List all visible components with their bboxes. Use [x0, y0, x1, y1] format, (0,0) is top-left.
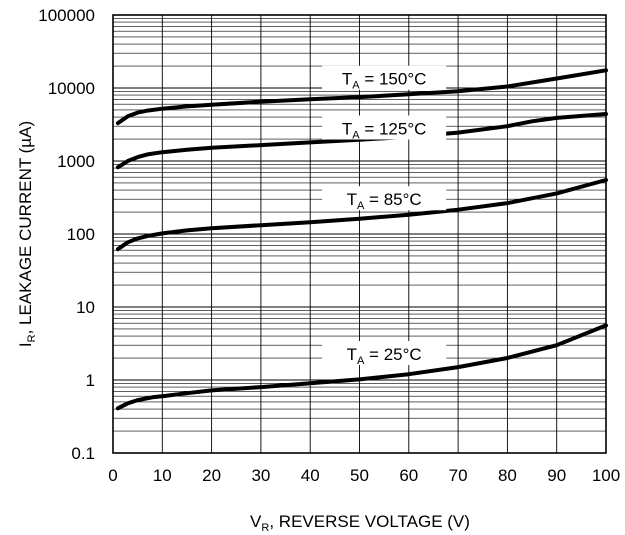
y-tick-label: 1: [86, 371, 95, 390]
y-tick-label: 100: [67, 225, 95, 244]
x-tick-label: 60: [399, 466, 418, 485]
y-tick-label: 0.1: [71, 444, 95, 463]
y-tick-label: 100000: [38, 6, 95, 25]
data-curves: [115, 68, 608, 411]
x-tick-label: 20: [202, 466, 221, 485]
curve-label: TA = 85°C: [347, 190, 422, 212]
x-tick-label: 40: [301, 466, 320, 485]
plot-frame: [112, 14, 607, 454]
x-tick-label: 90: [547, 466, 566, 485]
y-tick-labels: 0.1 1 10 100 1000 10000 100000: [38, 6, 95, 463]
x-tick-label: 50: [350, 466, 369, 485]
curve-label-background: [322, 115, 447, 140]
x-tick-label: 70: [449, 466, 468, 485]
y-tick-label: 1000: [57, 152, 95, 171]
y-tick-label: 10000: [48, 79, 95, 98]
x-axis-title: VR, REVERSE VOLTAGE (V): [250, 512, 470, 534]
series-curve-0: [115, 68, 608, 126]
x-tick-label: 100: [592, 466, 620, 485]
curve-label-background: [322, 186, 447, 211]
curve-label-background: [322, 65, 447, 90]
series-curve-2: [115, 178, 608, 252]
x-tick-labels: 0 10 20 30 40 50 60 70 80 90 100: [108, 466, 620, 485]
x-tick-label: 80: [498, 466, 517, 485]
y-axis-title: IR, LEAKAGE CURRENT (µA): [16, 121, 38, 347]
y-tick-label: 10: [76, 298, 95, 317]
curve-label: TA = 25°C: [347, 345, 422, 367]
series-curve-3: [115, 323, 608, 411]
curve-label-background: [322, 341, 447, 366]
curve-label: TA = 150°C: [342, 70, 427, 92]
curve-label: TA = 125°C: [342, 120, 427, 142]
curve-labels: TA = 150°C TA = 125°C TA = 85°C TA = 25°C: [322, 65, 447, 367]
x-tick-label: 10: [153, 466, 172, 485]
series-curve-1: [115, 112, 608, 170]
x-tick-label: 0: [108, 466, 117, 485]
x-tick-label: 30: [251, 466, 270, 485]
